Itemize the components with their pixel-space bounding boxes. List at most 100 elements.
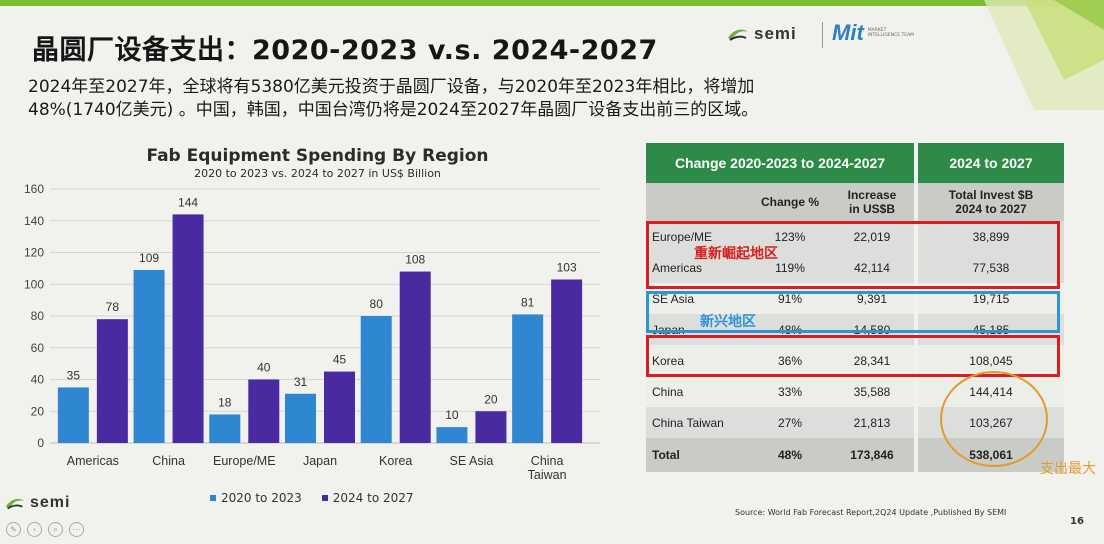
data-label: 10 [445, 408, 459, 422]
total-change-cell: 48% [750, 438, 830, 472]
x-tick-label: Americas [67, 454, 119, 468]
emerging-note: 新兴地区 [700, 314, 756, 330]
slide-controls[interactable]: ✎ ‹ ⌕ ⋯ [6, 522, 90, 537]
column-header-region [646, 183, 750, 221]
more-icon[interactable]: ⋯ [69, 522, 84, 537]
total-gap-cell [914, 438, 918, 472]
legend-swatch-2020-2023 [210, 495, 216, 501]
mit-logo: Mit MARKET INTELLIGENCE TEAM [832, 20, 920, 46]
data-label: 81 [521, 295, 535, 309]
gap-cell [914, 376, 918, 407]
slide-title: 晶圆厂设备支出：2020-2023 v.s. 2024-2027 [32, 35, 658, 66]
data-label: 45 [333, 353, 347, 367]
table-header-group-row: Change 2020-2023 to 2024-2027 2024 to 20… [646, 143, 1064, 183]
edit-icon[interactable]: ✎ [6, 522, 21, 537]
semi-logo-bottom-text: semi [30, 494, 71, 511]
chart-title: Fab Equipment Spending By Region [146, 146, 489, 166]
bar-2020-2023 [133, 269, 165, 443]
column-header-change: Change % [750, 183, 830, 221]
y-tick-label: 160 [24, 182, 44, 196]
x-tick-label: Korea [379, 454, 412, 468]
resurgence-note: 重新崛起地区 [694, 246, 778, 262]
data-label: 31 [294, 375, 308, 389]
change-cell: 123% [750, 221, 830, 252]
bar-2024-2027 [324, 371, 355, 443]
bar-2024-2027 [172, 214, 204, 443]
gap-cell [914, 314, 918, 345]
largest-spend-oval [940, 371, 1048, 467]
semi-logo: semi [726, 24, 797, 44]
data-label: 108 [405, 253, 425, 267]
data-label: 78 [106, 300, 120, 314]
source-note: Source: World Fab Forecast Report,2Q24 U… [735, 508, 1007, 517]
table-row: Japan 48% 14,580 45,185 [646, 314, 1064, 345]
region-cell: China Taiwan [646, 407, 750, 438]
column-header-increase-line2: in US$B [848, 202, 895, 216]
x-tick-label: Europe/ME [213, 454, 276, 468]
region-cell: Korea [646, 345, 750, 376]
bar-2024-2027 [399, 271, 431, 443]
subtitle-line-2: 48%(1740亿美元) 。中国，韩国，中国台湾仍将是2024至2027年晶圆厂… [28, 100, 759, 120]
spending-table: Change 2020-2023 to 2024-2027 2024 to 20… [646, 143, 1064, 472]
change-cell: 33% [750, 376, 830, 407]
gap-cell [914, 407, 918, 438]
change-cell: 119% [750, 252, 830, 283]
corner-decoration [984, 0, 1104, 110]
column-header-increase: Increase in US$B [830, 183, 914, 221]
data-label: 144 [178, 195, 198, 209]
x-tick-label: Taiwan [528, 468, 567, 482]
bar-2020-2023 [436, 427, 468, 443]
largest-note: 支出最大 [1040, 461, 1096, 477]
legend-label-2024-2027: 2024 to 2027 [332, 491, 414, 505]
increase-cell: 22,019 [830, 221, 914, 252]
gap-cell [914, 252, 918, 283]
region-cell: Europe/ME [646, 221, 750, 252]
increase-cell: 28,341 [830, 345, 914, 376]
y-tick-label: 0 [37, 436, 44, 450]
table-row: Europe/ME 123% 22,019 38,899 [646, 221, 1064, 252]
bar-2020-2023 [209, 414, 241, 443]
region-cell: Americas [646, 252, 750, 283]
data-label: 18 [218, 395, 232, 409]
data-label: 103 [557, 260, 577, 274]
gap-cell [914, 221, 918, 252]
y-tick-label: 120 [24, 246, 44, 260]
bar-chart: 0 20 40 60 80 100 120 140 160 35 78 Americas 109 144 C… [24, 182, 600, 482]
semi-swoosh-icon [728, 29, 748, 41]
bar-2020-2023 [512, 314, 544, 443]
bar-2024-2027 [96, 319, 128, 443]
change-cell: 48% [750, 314, 830, 345]
gap-cell [914, 345, 918, 376]
chart-subtitle: 2020 to 2023 vs. 2024 to 2027 in US$ Bil… [194, 167, 441, 180]
japan-highlight-box [646, 335, 1060, 377]
y-tick-label: 100 [24, 277, 44, 291]
bar-2024-2027 [248, 379, 280, 443]
column-header-total: Total Invest $B 2024 to 2027 [918, 183, 1064, 221]
x-tick-label: SE Asia [450, 454, 494, 468]
data-label: 80 [370, 297, 384, 311]
zoom-icon[interactable]: ⌕ [48, 522, 63, 537]
total-increase-cell: 173,846 [830, 438, 914, 472]
emerging-highlight-box [646, 291, 1060, 333]
x-tick-label: Japan [303, 454, 337, 468]
y-tick-label: 20 [31, 404, 45, 418]
column-header-increase-line1: Increase [847, 188, 897, 202]
table-row: Korea 36% 28,341 108,045 [646, 345, 1064, 376]
column-header-gap [914, 183, 918, 221]
table-column-header-row: Change % Increase in US$B Total Invest $… [646, 183, 1064, 221]
mit-logo-text: Mit [832, 20, 864, 45]
mit-logo-caption: MARKET INTELLIGENCE TEAM [867, 28, 915, 38]
bar-2024-2027 [551, 279, 583, 443]
y-tick-label: 80 [31, 309, 45, 323]
legend-swatch-2024-2027 [321, 495, 328, 501]
previous-icon[interactable]: ‹ [27, 522, 42, 537]
increase-cell: 35,588 [830, 376, 914, 407]
subtitle-line-1: 2024年至2027年，全球将有5380亿美元投资于晶圆厂设备，与2020年至2… [28, 77, 755, 97]
y-tick-label: 140 [24, 214, 44, 228]
total-invest-cell: 45,185 [918, 314, 1064, 345]
x-tick-label: China [531, 454, 564, 468]
data-label: 35 [67, 368, 81, 382]
bar-2020-2023 [285, 393, 316, 443]
logo-separator [822, 22, 823, 48]
increase-cell: 42,114 [830, 252, 914, 283]
